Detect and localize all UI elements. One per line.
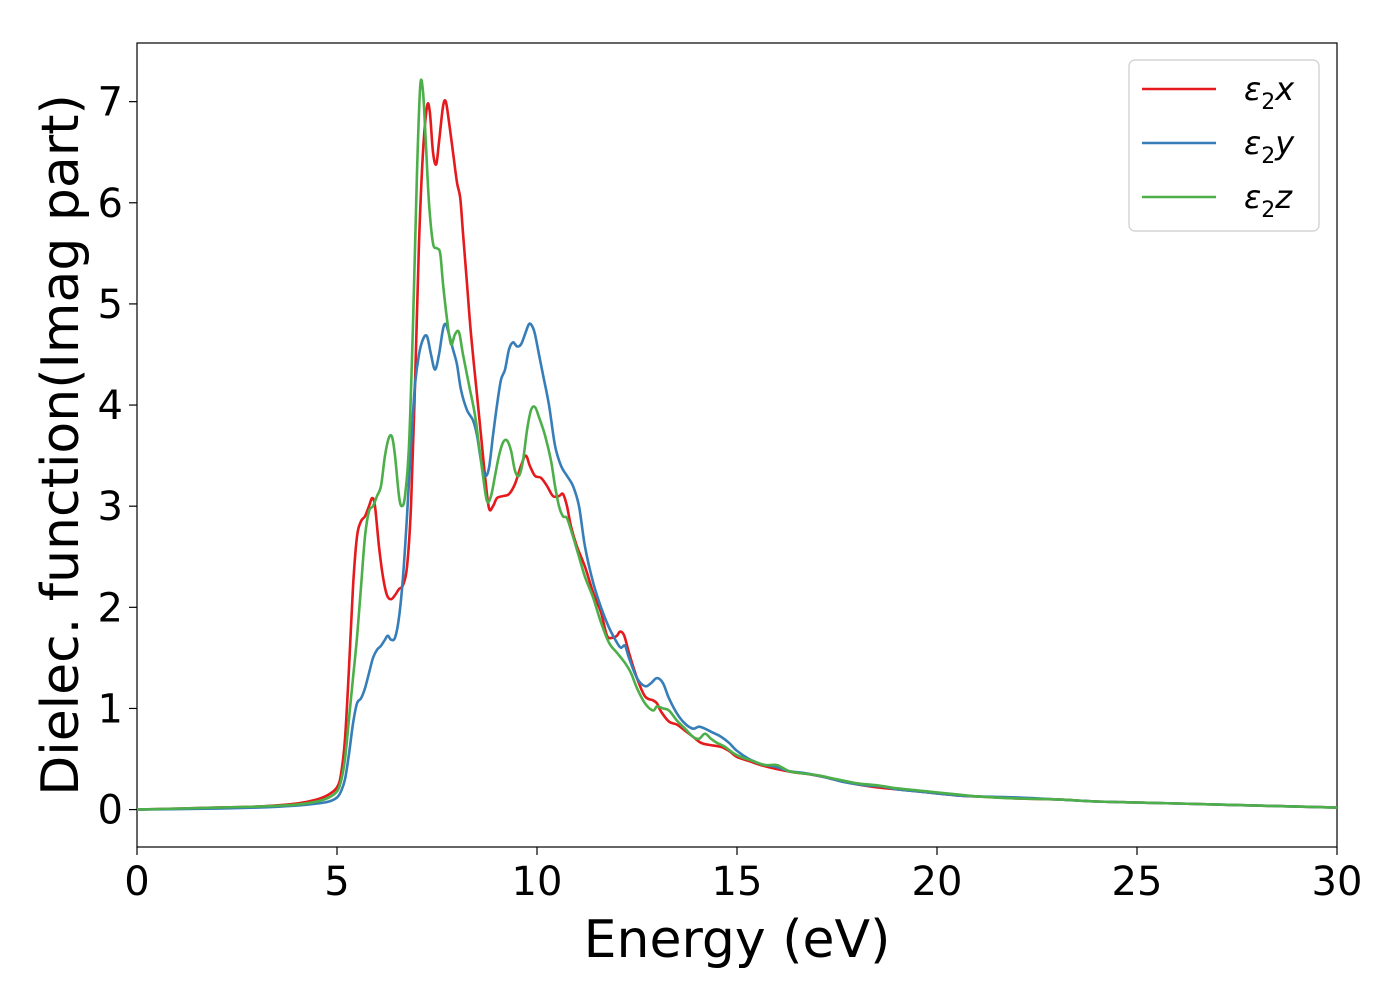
y-tick-label: 6 — [98, 181, 123, 227]
y-tick-label: 0 — [98, 788, 123, 834]
x-tick-label: 5 — [324, 859, 349, 905]
y-tick-label: 4 — [98, 383, 123, 429]
y-tick-label: 7 — [98, 80, 123, 126]
series-layer — [136, 78, 1338, 811]
y-tick-label: 1 — [98, 686, 123, 732]
legend-label-y: ε2y — [1244, 124, 1295, 169]
x-tick-label: 25 — [1112, 859, 1163, 905]
x-tick-label: 30 — [1312, 859, 1363, 905]
y-axis-label: Dielec. function(Imag part) — [31, 94, 91, 796]
x-tick-label: 15 — [712, 859, 763, 905]
legend-label-z: ε2z — [1244, 178, 1293, 223]
y-tick-label: 2 — [98, 585, 123, 631]
series-line-y — [136, 322, 1338, 811]
x-tick-label: 0 — [124, 859, 149, 905]
legend: ε2x ε2y ε2z — [1128, 59, 1320, 232]
x-axis-label: Energy (eV) — [584, 910, 891, 970]
legend-label-x: ε2x — [1244, 70, 1295, 115]
x-tick-label: 10 — [512, 859, 563, 905]
y-tick-label: 5 — [98, 282, 123, 328]
y-tick-label: 3 — [98, 484, 123, 530]
series-line-z — [136, 78, 1338, 811]
axis-layer: 0 5 10 15 20 25 30 0 1 2 3 4 5 6 7 — [98, 80, 1363, 905]
legend-box — [1128, 59, 1320, 232]
x-tick-label: 20 — [912, 859, 963, 905]
